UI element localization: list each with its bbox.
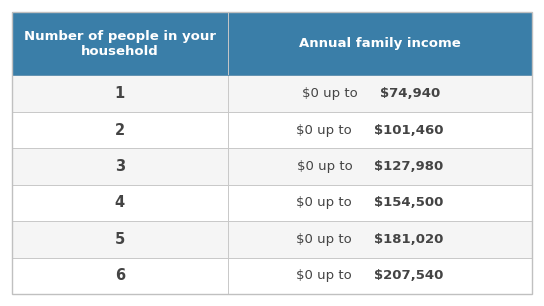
Bar xyxy=(12,148,228,185)
Text: 1: 1 xyxy=(115,86,125,101)
Text: $0 up to: $0 up to xyxy=(296,124,356,136)
Text: $154,500: $154,500 xyxy=(374,196,443,209)
Bar xyxy=(228,76,532,112)
Text: $207,540: $207,540 xyxy=(374,269,443,282)
Text: $0 up to: $0 up to xyxy=(296,160,356,173)
Bar xyxy=(228,221,532,258)
Bar xyxy=(12,258,228,294)
Text: $0 up to: $0 up to xyxy=(296,196,356,209)
Bar xyxy=(228,258,532,294)
Text: $0 up to: $0 up to xyxy=(302,87,362,100)
Text: $181,020: $181,020 xyxy=(374,233,443,246)
Text: 2: 2 xyxy=(115,123,125,138)
Bar xyxy=(228,112,532,148)
Bar xyxy=(12,185,228,221)
Bar xyxy=(12,76,228,112)
Bar xyxy=(12,12,228,76)
Bar xyxy=(12,112,228,148)
Text: 6: 6 xyxy=(115,268,125,283)
Text: $0 up to: $0 up to xyxy=(296,233,356,246)
Bar xyxy=(228,185,532,221)
Bar xyxy=(228,12,532,76)
Text: $0 up to: $0 up to xyxy=(296,269,356,282)
Bar xyxy=(12,221,228,258)
Text: $127,980: $127,980 xyxy=(374,160,443,173)
Text: $101,460: $101,460 xyxy=(374,124,443,136)
Text: Number of people in your
household: Number of people in your household xyxy=(24,30,216,58)
Bar xyxy=(228,148,532,185)
Text: $74,940: $74,940 xyxy=(380,87,440,100)
Text: 5: 5 xyxy=(115,232,125,247)
Text: 3: 3 xyxy=(115,159,125,174)
Text: Annual family income: Annual family income xyxy=(299,37,461,50)
Text: 4: 4 xyxy=(115,196,125,211)
